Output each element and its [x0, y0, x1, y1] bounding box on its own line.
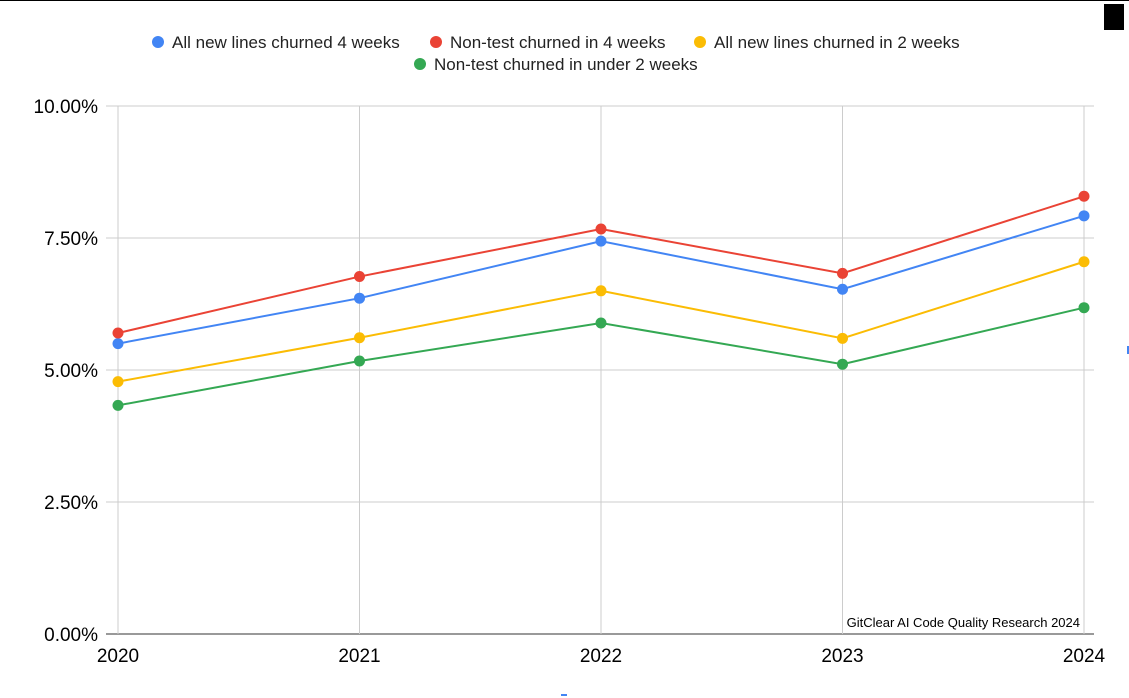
data-point: [1078, 190, 1090, 202]
data-point: [837, 283, 848, 295]
y-tick-label: 2.50%: [44, 493, 98, 514]
data-point: [595, 223, 607, 235]
x-tick-label: 2023: [821, 646, 863, 667]
data-point: [354, 292, 365, 304]
legend-item: All new lines churned in 2 weeks: [694, 33, 960, 52]
x-tick-label: 2021: [338, 646, 380, 667]
data-point: [837, 267, 848, 279]
data-point: [837, 332, 848, 344]
edge-marker: [1127, 346, 1129, 354]
data-point: [112, 376, 124, 388]
data-point: [1078, 302, 1090, 314]
data-point: [112, 399, 124, 411]
x-tick-label: 2020: [97, 646, 139, 667]
data-point: [837, 358, 848, 370]
legend-label: All new lines churned 4 weeks: [172, 33, 400, 52]
data-point: [354, 332, 365, 344]
x-tick-label: 2024: [1063, 646, 1106, 667]
data-point: [112, 327, 124, 339]
data-point: [354, 355, 365, 367]
chart-legend: All new lines churned 4 weeks Non-test ch…: [152, 33, 960, 74]
series-layer: [112, 190, 1090, 411]
legend-label: Non-test churned in 4 weeks: [450, 33, 665, 52]
legend-marker: [152, 36, 164, 48]
chart-annotation: GitClear AI Code Quality Research 2024: [847, 615, 1080, 630]
bottom-marker: [561, 694, 567, 696]
legend-label: Non-test churned in under 2 weeks: [434, 55, 698, 74]
top-border-line: [0, 0, 1129, 1]
data-point: [112, 338, 124, 350]
legend-item: All new lines churned 4 weeks: [152, 33, 400, 52]
y-tick-label: 5.00%: [44, 361, 98, 382]
axis-labels: 0.00% 2.50% 5.00% 7.50% 10.00% 2020 2021 2022 20…: [34, 97, 1106, 667]
data-point: [595, 317, 607, 329]
legend-marker: [694, 36, 706, 48]
x-tick-label: 2022: [580, 646, 622, 667]
legend-marker: [430, 36, 442, 48]
data-point: [595, 235, 607, 247]
y-tick-label: 7.50%: [44, 229, 98, 250]
data-point: [1078, 256, 1090, 268]
data-point: [354, 271, 365, 283]
legend-item: Non-test churned in 4 weeks: [430, 33, 665, 52]
legend-item: Non-test churned in under 2 weeks: [414, 55, 698, 74]
y-tick-label: 0.00%: [44, 625, 98, 646]
corner-block: [1104, 4, 1124, 30]
y-tick-label: 10.00%: [34, 97, 99, 118]
data-point: [1078, 210, 1090, 222]
legend-marker: [414, 58, 426, 70]
legend-label: All new lines churned in 2 weeks: [714, 33, 960, 52]
grid-layer: [106, 105, 1094, 635]
data-point: [595, 285, 607, 297]
